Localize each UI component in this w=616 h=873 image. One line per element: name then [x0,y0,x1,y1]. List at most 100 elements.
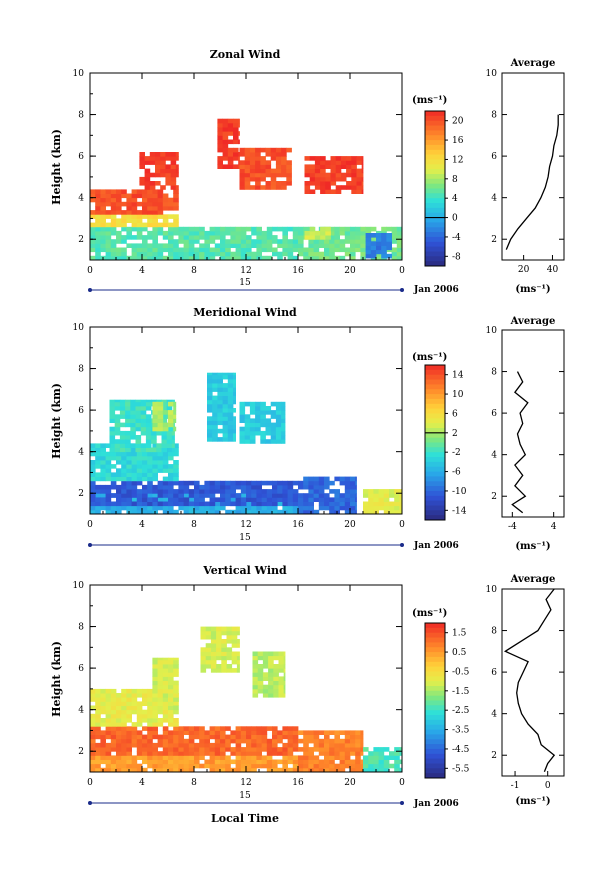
colorbar-swatch [425,120,445,126]
heatmap-cell [105,693,112,698]
heatmap-cell [394,493,400,498]
heatmap-cell [116,255,122,261]
heatmap-cell [287,501,294,507]
heatmap-cell [309,172,316,178]
heatmap-cell [168,414,174,419]
heatmap-cell [222,420,229,426]
heatmap-cell [235,239,242,244]
heatmap-cell [233,164,239,169]
heatmap-cell [257,651,264,657]
heatmap-cell [391,255,398,261]
heatmap-cell [152,235,158,240]
panel-title: Vertical Wind [202,564,287,577]
heatmap-cell [318,501,325,507]
heatmap-cell [225,763,231,769]
heatmap-cell [266,763,273,769]
heatmap-cell [355,767,361,773]
heatmap-cell [298,230,304,236]
heatmap-cell [136,230,143,236]
heatmap-cell [95,476,101,482]
heatmap-cell [368,751,374,756]
heatmap-cell [90,722,96,727]
heatmap-cell [207,395,213,401]
heatmap-cell [168,668,174,673]
heatmap-cell [205,651,212,657]
heatmap-cell [230,501,236,507]
heatmap-cell [351,181,357,186]
heatmap-cell [168,688,174,694]
colorbar-swatch [425,198,445,204]
heatmap-cell [235,738,242,744]
heatmap-cell [147,755,153,760]
heatmap-cell [231,630,238,636]
heatmap-cell [214,235,221,240]
heatmap-cell [140,410,147,415]
heatmap-cell [152,206,158,211]
heatmap-cell [136,738,143,744]
heatmap-cell [225,767,231,773]
heatmap-cell [116,476,122,482]
heatmap-cell [207,424,213,430]
heatmap-cell [381,241,387,246]
heatmap-cell [162,657,169,661]
heatmap-cell [240,493,247,498]
colorbar-swatch [425,398,445,405]
heatmap-cell [214,763,221,769]
heatmap-cell [227,118,234,124]
heatmap-cell [361,176,364,182]
heatmap-cell [383,763,390,769]
heatmap-cell [344,497,351,502]
heatmap-cell [278,688,285,694]
heatmap-cell [246,742,252,748]
heatmap-cell [95,251,101,257]
heatmap-cell [199,247,205,253]
heatmap-cell [110,243,117,248]
heatmap-cell [205,626,212,632]
heatmap-cell [90,443,96,448]
heatmap-cell [160,168,166,174]
heatmap-cell [370,233,377,238]
heatmap-cell [100,476,106,482]
heatmap-cell [214,730,221,735]
heatmap-cell [324,759,330,765]
heatmap-cell [251,243,257,248]
heatmap-cell [368,759,374,765]
heatmap-cell [268,655,274,661]
heatmap-cell [131,497,138,502]
heatmap-cell [152,684,158,690]
heatmap-cell [329,767,335,773]
heatmap-cell [222,139,229,145]
heatmap-cell [95,726,101,731]
heatmap-cell [161,401,168,407]
heatmap-cell [156,430,162,436]
heatmap-cell [142,755,148,760]
heatmap-cell [95,497,101,502]
heatmap-cell [121,247,127,253]
heatmap-cell [272,497,278,502]
heatmap-cell [204,493,210,498]
heatmap-cell [157,406,164,411]
heatmap-cell [265,422,272,428]
heatmap-cell [116,222,122,228]
heatmap-cell [220,235,226,240]
heatmap-cell [350,497,356,502]
heatmap-cell [157,422,164,428]
heatmap-cell [225,726,231,731]
heatmap-cell [282,726,288,731]
heatmap-cell [162,718,169,723]
heatmap-cell [313,767,320,773]
colorbar-swatch [425,374,445,380]
heatmap-cell [157,214,164,219]
heatmap-cell [152,493,158,498]
heatmap-cell [273,672,279,677]
heatmap-cell [95,730,101,735]
colorbar-swatch [425,236,445,243]
heatmap-cell [152,759,158,765]
y-tick-label: 10 [73,323,85,333]
heatmap-cell [199,505,205,511]
heatmap-cell [298,730,304,735]
heatmap-cell [157,493,164,498]
heatmap-cell [309,168,316,174]
heatmap-cell [194,489,200,494]
heatmap-cell [168,480,174,486]
